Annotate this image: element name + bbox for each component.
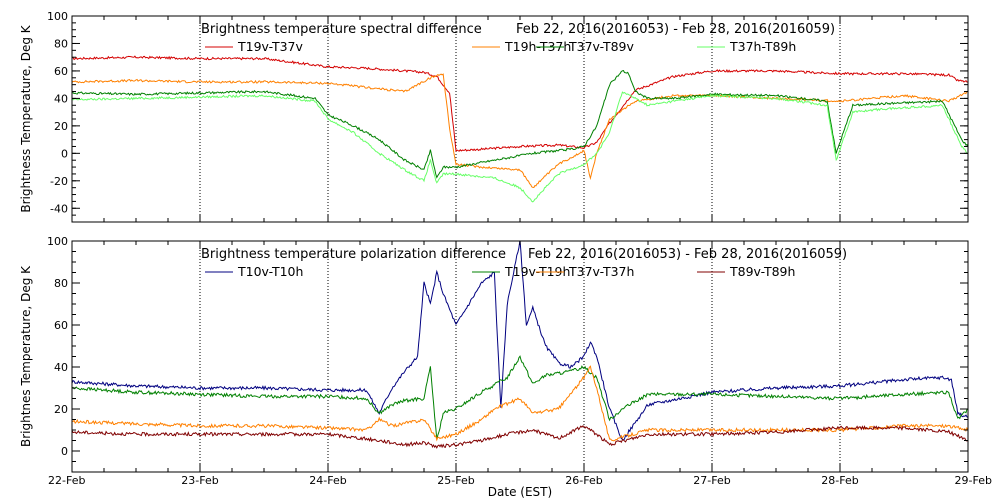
chart-date-range: Feb 22, 2016(2016053) - Feb 28, 2016(201… <box>516 22 835 37</box>
y-tick-label: 60 <box>54 65 68 78</box>
chart-title: Brightness temperature spectral differen… <box>201 22 482 37</box>
series-line-t37v-t37h <box>72 365 968 442</box>
legend-label: T37h-T89h <box>729 39 796 54</box>
x-tick-label: 29-Feb <box>955 474 992 487</box>
y-tick-label: 0 <box>61 147 68 160</box>
x-tick-label: 24-Feb <box>309 474 346 487</box>
chart-title: Brightness temperature polarization diff… <box>201 247 506 262</box>
y-tick-label: 60 <box>54 319 68 332</box>
y-tick-label: 0 <box>61 445 68 458</box>
legend-label: T89v-T89h <box>729 264 795 279</box>
legend-label: T19v-T37v <box>237 39 304 54</box>
x-tick-label: 25-Feb <box>437 474 474 487</box>
y-axis-label: Brightness Temperature, Deg K <box>19 24 33 212</box>
y-axis-label: Brightnes Temperature, Deg K <box>19 265 33 447</box>
series-line-t37h-t89h <box>72 91 968 203</box>
series-line-t37v-t89v <box>72 70 968 179</box>
series-line-t10v-t10h <box>72 241 968 441</box>
y-tick-label: 80 <box>54 37 68 50</box>
series-line-t19h-t37h <box>72 73 968 189</box>
y-tick-label: 80 <box>54 277 68 290</box>
y-tick-label: 20 <box>54 403 68 416</box>
series-line-t19v-t19h <box>72 355 968 440</box>
legend-label: T37v-T37h <box>568 264 634 279</box>
y-tick-label: 40 <box>54 92 68 105</box>
x-axis-label: Date (EST) <box>488 485 552 499</box>
y-tick-label: 100 <box>47 235 68 248</box>
y-tick-label: -20 <box>50 175 68 188</box>
chart-date-range: Feb 22, 2016(2016053) - Feb 28, 2016(201… <box>528 247 847 262</box>
y-tick-label: 100 <box>47 10 68 23</box>
series-line-t19v-t37v <box>72 55 968 152</box>
x-tick-label: 26-Feb <box>565 474 602 487</box>
x-tick-label: 22-Feb <box>48 474 85 487</box>
x-tick-label: 27-Feb <box>693 474 730 487</box>
series-line-t89v-t89h <box>72 425 968 449</box>
y-tick-label: 40 <box>54 361 68 374</box>
y-tick-label: -40 <box>50 202 68 215</box>
y-tick-label: 20 <box>54 120 68 133</box>
x-tick-label: 23-Feb <box>181 474 218 487</box>
legend-label: T37v-T89v <box>568 39 635 54</box>
x-tick-label: 28-Feb <box>821 474 858 487</box>
legend-label: T10v-T10h <box>237 264 303 279</box>
